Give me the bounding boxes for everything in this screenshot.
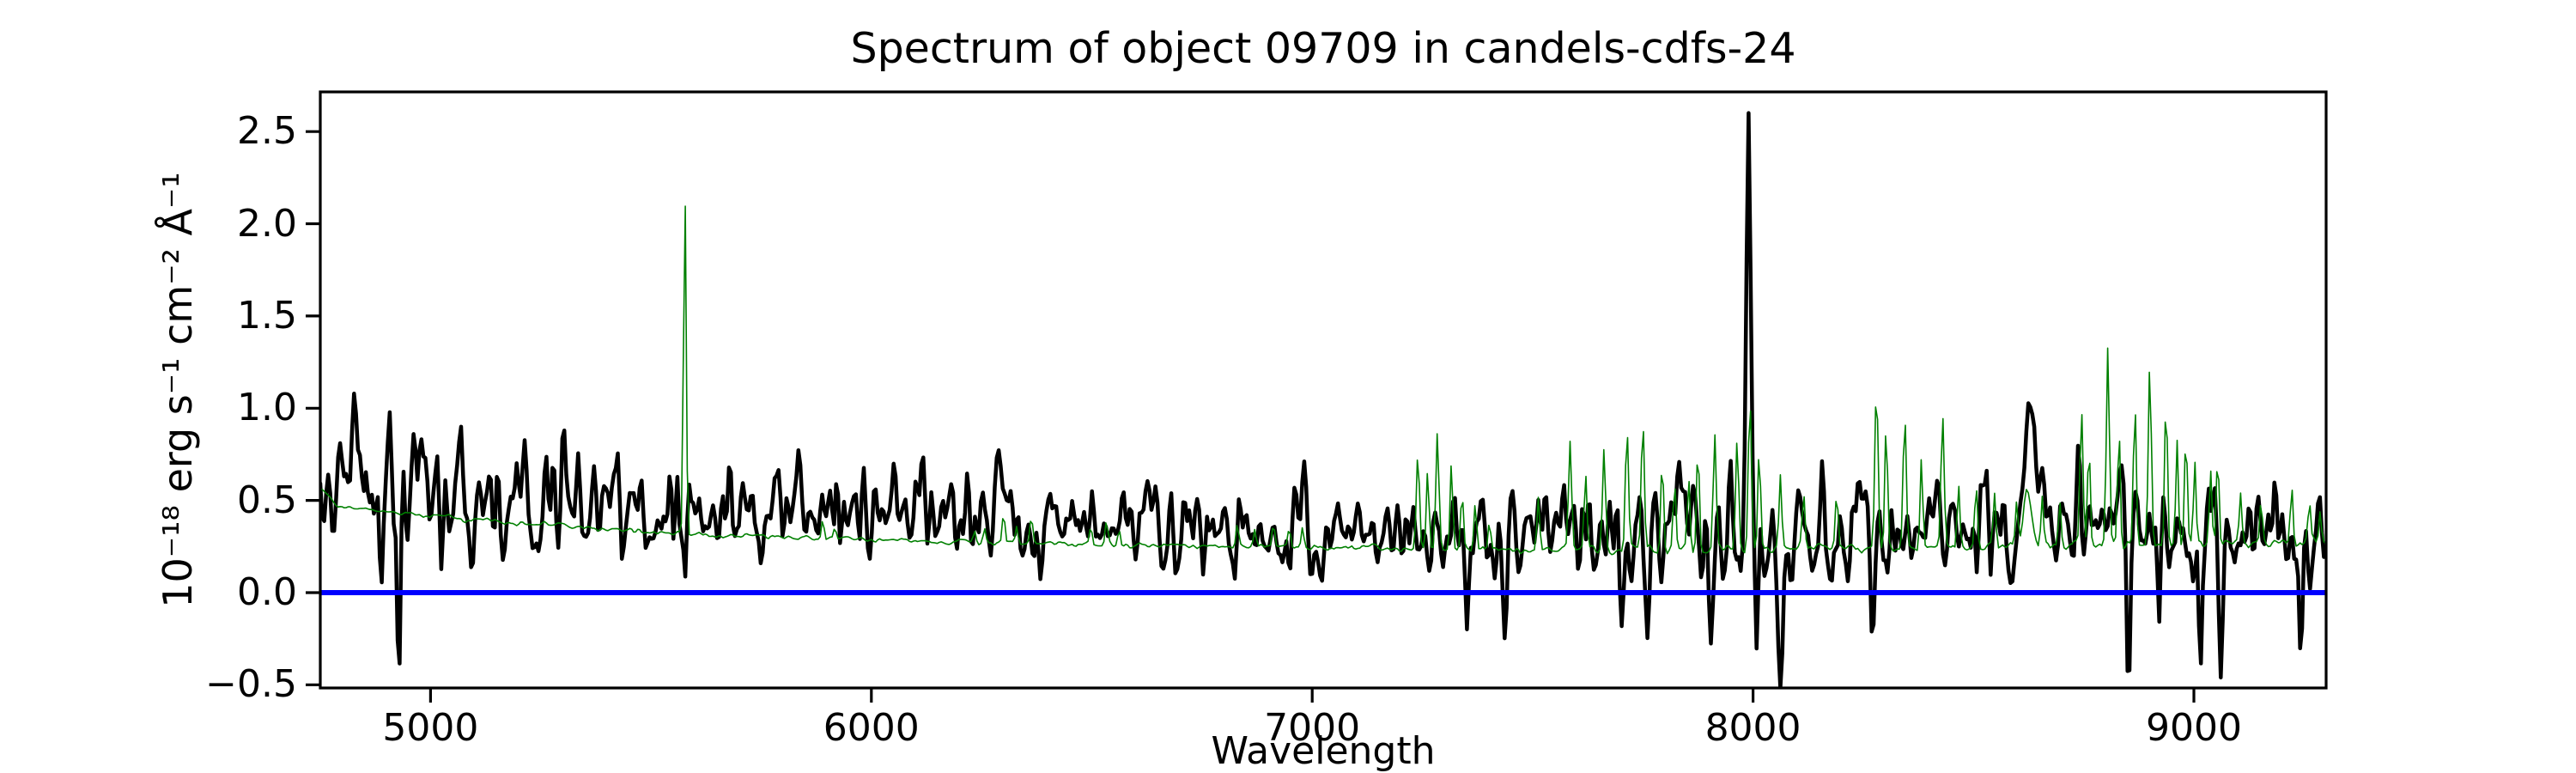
x-tick-label: 5000 xyxy=(382,706,479,750)
x-tick-label: 8000 xyxy=(1704,706,1801,750)
y-tick-label: −0.5 xyxy=(205,662,297,707)
x-tick-label: 9000 xyxy=(2145,706,2242,750)
y-tick-label: 2.0 xyxy=(237,201,297,246)
x-tick-label: 7000 xyxy=(1264,706,1361,750)
object-flux-spectrum xyxy=(320,111,2326,688)
axes-spines xyxy=(319,90,2328,690)
y-tick-label: 1.5 xyxy=(237,293,297,338)
x-axis-label: Wavelength xyxy=(1211,729,1436,773)
y-tick-label: 0.0 xyxy=(237,569,297,614)
y-tick-label: 0.5 xyxy=(237,478,297,522)
plot-title: Spectrum of object 09709 in candels-cdfs… xyxy=(850,24,1796,73)
y-tick-label: 1.0 xyxy=(237,386,297,430)
y-tick-label: 2.5 xyxy=(237,109,297,154)
noise-sky-spectrum xyxy=(320,205,2326,556)
x-tick-label: 6000 xyxy=(823,706,920,750)
